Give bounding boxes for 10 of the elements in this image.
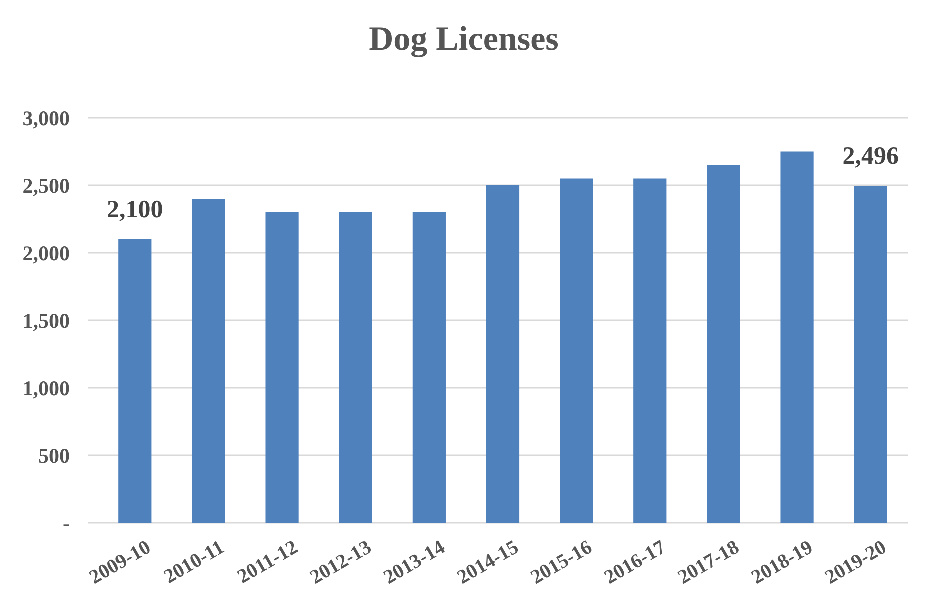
y-tick-label: 2,500	[22, 174, 70, 198]
y-tick-label: -	[63, 511, 70, 536]
data-label: 2,496	[842, 143, 899, 170]
data-label: 2,100	[107, 196, 164, 224]
y-tick-label: 500	[38, 444, 70, 468]
y-tick-label: 1,000	[22, 376, 70, 400]
y-tick-label: 1,500	[22, 308, 70, 333]
y-tick-label: 3,000	[22, 106, 70, 130]
chart-title: Dog Licenses	[369, 21, 559, 58]
y-tick-label: 2,000	[22, 241, 70, 266]
